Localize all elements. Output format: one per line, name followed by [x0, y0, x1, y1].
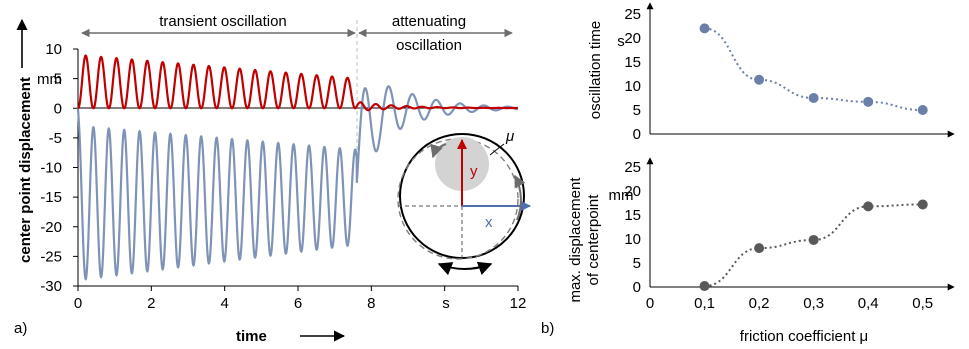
panel-b-bottom-ytick-label: 25: [624, 159, 641, 176]
panel-b-top-point: [863, 96, 874, 107]
panel-a-ytick-label: 5: [54, 71, 62, 88]
panel-b-bottom-ylabel-2: of centerpoint: [585, 194, 602, 286]
panel-a: center point displacement 10 5 0 -5 -10 -15 -2…: [14, 9, 531, 345]
panel-a-ytick-label: 0: [54, 100, 62, 117]
panel-a-ytick-label: 10: [45, 41, 62, 58]
panel-a-ytick-label: -30: [40, 278, 62, 295]
transient-label: transient oscillation: [159, 13, 287, 30]
panel-b-top-ytick-label: 5: [633, 102, 641, 119]
series-blue-line: [76, 85, 518, 281]
inset-x-label: x: [485, 214, 493, 231]
panel-b-xtick-label: 0: [646, 295, 654, 312]
panel-a-xtick-label: 2: [147, 295, 155, 312]
panel-b-bottom-point: [863, 201, 874, 212]
panel-a-ytick-label: -25: [40, 248, 62, 265]
panel-a-ticks: 10 5 0 -5 -10 -15 -20 -25 -30 0 2 4 6 8 12: [40, 41, 526, 312]
panel-b-bottom-ytick-label: 20: [624, 183, 641, 200]
panel-a-xtick-label: 12: [510, 295, 527, 312]
panel-b-top-ytick-label: 25: [624, 6, 641, 23]
panel-a-ytick-label: -10: [40, 160, 62, 177]
panel-b-top-trend-line: [704, 27, 923, 111]
panel-a-xtick-label: 0: [74, 295, 82, 312]
panel-b-bottom-ytick-label: 10: [624, 231, 641, 248]
panel-b-label: b): [541, 320, 554, 337]
panel-b-bottom-points: [699, 199, 928, 292]
panel-b-bottom-ytick-label: 5: [633, 255, 641, 272]
inset-mu-label: μ: [505, 128, 514, 145]
panel-b-xlabel: friction coefficient μ: [740, 328, 868, 345]
panel-a-x-unit: s: [442, 295, 450, 312]
panel-b: oscillation time s max. displacement of …: [541, 2, 955, 345]
panel-b-xtick-label: 0,1: [694, 295, 715, 312]
panel-b-bottom-y-unit: mm: [609, 187, 634, 204]
attenuating-label-1: attenuating: [392, 13, 466, 30]
panel-b-top-point: [754, 74, 765, 85]
inset-mu-pointer: [489, 143, 505, 156]
panel-b-xtick-label: 0,3: [803, 295, 824, 312]
panel-b-top-ytick-label: 15: [624, 54, 641, 71]
panel-a-ytick-label: -5: [49, 130, 62, 147]
panel-b-xtick-label: 0,2: [749, 295, 770, 312]
panel-a-label: a): [14, 320, 27, 337]
panel-b-ticks: 0 5 10 15 20 25 0 5 10 15 20 25 0 0,1 0,2 0,3 0,4 0,5: [624, 6, 933, 312]
panel-b-top-point: [699, 23, 710, 34]
panel-b-bottom-point: [917, 199, 928, 210]
panel-b-bottom-ytick-label: 15: [624, 207, 641, 224]
panel-a-ytick-label: -20: [40, 219, 62, 236]
transient-label-bg: [135, 9, 311, 31]
panel-b-top-ytick-label: 20: [624, 30, 641, 47]
panel-b-top-ylabel: oscillation time: [587, 21, 604, 119]
panel-b-top-ytick-label: 10: [624, 78, 641, 95]
panel-a-y-unit: mm: [37, 71, 62, 88]
inset-ball-rotation-arrow: [430, 142, 447, 159]
series-red-line: [77, 54, 518, 112]
attenuating-label-2: oscillation: [396, 37, 462, 54]
panel-b-top-points: [699, 23, 928, 115]
panel-a-xtick-label: 6: [294, 295, 302, 312]
panel-b-bottom-trend-line: [704, 203, 923, 288]
panel-b-top-point: [808, 93, 819, 103]
inset-base-rotation-arrow: [437, 261, 493, 276]
panel-b-bottom-point: [699, 281, 710, 292]
inset-diagram: y x μ: [397, 128, 531, 276]
inset-ring-rotation-arrow: [514, 174, 526, 221]
panel-b-top-ytick-label: 0: [633, 126, 641, 143]
panel-a-ytick-label: -15: [40, 189, 62, 206]
panel-b-top-point: [917, 105, 928, 115]
panel-b-xtick-label: 0,4: [858, 295, 879, 312]
panel-a-xlabel: time: [236, 328, 267, 345]
panel-b-xtick-label: 0,5: [912, 295, 933, 312]
panel-a-xtick-label: 8: [367, 295, 375, 312]
panel-b-bottom-ytick-label: 0: [633, 279, 641, 296]
panel-a-xtick-label: 4: [220, 295, 228, 312]
panel-b-bottom-point: [808, 234, 819, 245]
panel-b-bottom-ylabel-1: max. displacement: [567, 177, 584, 303]
panel-b-top-y-unit: s: [617, 33, 625, 50]
panel-b-bottom-point: [754, 243, 765, 254]
inset-y-label: y: [470, 163, 478, 180]
panel-a-ylabel: center point displacement: [17, 77, 34, 263]
